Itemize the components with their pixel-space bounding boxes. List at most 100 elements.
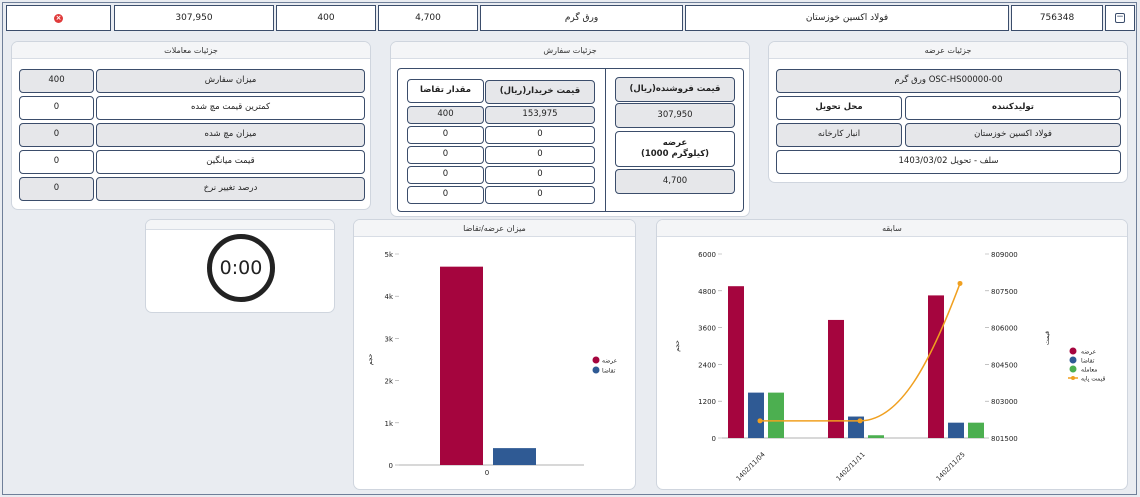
offer-product-code: ورق گرم OSC-HS00000-00 <box>776 69 1121 93</box>
timer-ring: 0:00 <box>207 234 275 302</box>
y2-axis-label: قیمت <box>1044 331 1051 345</box>
order-row-buyer-price: 0 <box>485 146 595 164</box>
base-price-point <box>857 418 863 424</box>
trade-row-value: 0 <box>19 123 94 147</box>
offer-details-title: جزئیات عرضه <box>769 42 1127 59</box>
supply-demand-chart-panel: میزان عرضه/تقاضا 0 1k 2k 3k 4k 5k حجم 0 عرضه تقاض… <box>353 219 636 490</box>
offer-producer-label: تولیدکننده <box>905 96 1121 120</box>
history-bar <box>728 286 744 438</box>
base-price-line <box>760 283 961 422</box>
x-tick-label: 1402/11/11 <box>835 451 867 483</box>
seller-price-label: قیمت فروشنده(ریال) <box>615 77 735 102</box>
y-tick-label: 3600 <box>698 325 716 333</box>
order-divider <box>605 68 606 212</box>
offer-producer-value: فولاد اکسین خوزستان <box>905 123 1121 147</box>
y-tick-label: 4800 <box>698 288 716 296</box>
order-row-demand-qty: 0 <box>407 186 484 204</box>
top-volume: 400 <box>276 5 376 31</box>
legend-marker <box>1069 347 1077 355</box>
order-frame <box>397 68 744 212</box>
order-row-demand-qty: 400 <box>407 106 484 124</box>
history-bar <box>868 435 884 438</box>
trade-row-label: کمترین قیمت مچ شده <box>96 96 365 120</box>
demand-label: مقدار تقاضا <box>407 79 484 103</box>
y-tick-label: 3k <box>384 335 393 343</box>
order-row-buyer-price: 0 <box>485 186 595 204</box>
supply-demand-chart: 0 1k 2k 3k 4k 5k حجم 0 عرضه تقاضا <box>367 251 617 477</box>
base-price-point <box>757 418 763 424</box>
legend-marker <box>592 356 600 364</box>
trade-details-panel: جزئیات معاملات میزان سفارش 400 کمترین قیمت… <box>11 41 371 210</box>
y-tick-label: 2400 <box>698 361 716 369</box>
supply-label: عرضه (1000 کیلوگرم) <box>615 131 735 167</box>
y2-tick-label: 801500 <box>991 435 1018 443</box>
minus-icon[interactable]: − <box>1115 12 1125 23</box>
legend-label: عرضه <box>1081 349 1096 356</box>
order-row-buyer-price: 0 <box>485 126 595 144</box>
y2-tick-label: 804500 <box>991 361 1018 369</box>
trade-row-value: 0 <box>19 177 94 201</box>
seller-price: 307,950 <box>615 103 735 128</box>
bar-supply <box>440 266 483 465</box>
base-price-point <box>957 280 963 286</box>
history-chart-panel: سابقه 0 1200 2400 3600 4800 6000 801500 803000 8… <box>656 219 1128 490</box>
legend-marker <box>1069 356 1077 364</box>
trade-row-label: میزان سفارش <box>96 69 365 93</box>
history-bar <box>768 392 784 438</box>
y-tick-label: 2k <box>384 378 393 386</box>
legend-marker-dot <box>1071 376 1075 380</box>
offer-delivery-label: محل تحویل <box>776 96 902 120</box>
top-change: 307,950 <box>114 5 274 31</box>
order-row-demand-qty: 0 <box>407 166 484 184</box>
legend-label: قیمت پایه <box>1081 376 1105 383</box>
top-product: ورق گرم <box>480 5 683 31</box>
legend-marker <box>1069 365 1077 373</box>
bar-demand <box>493 448 536 465</box>
y2-tick-label: 809000 <box>991 251 1018 259</box>
offer-delivery-value: انبار کارخانه <box>776 123 902 147</box>
y-tick-label: 0 <box>712 435 716 443</box>
timer-panel: 0:00 <box>145 219 335 313</box>
y-tick-label: 6000 <box>698 251 716 259</box>
history-chart: 0 1200 2400 3600 4800 6000 801500 803000 804500 8… <box>674 251 1105 483</box>
y-tick-label: 1k <box>384 420 393 428</box>
collapse-cell[interactable]: − <box>1105 5 1135 31</box>
top-price: 4,700 <box>378 5 478 31</box>
y-axis-label: حجم <box>367 353 374 365</box>
trade-row-value: 0 <box>19 96 94 120</box>
legend-label: عرضه <box>602 358 617 365</box>
order-details-title: جزئیات سفارش <box>391 42 749 59</box>
history-bar <box>828 319 844 438</box>
timer-value: 0:00 <box>219 257 263 279</box>
history-bar <box>948 422 964 438</box>
offer-delivery-date: سلف - تحویل 1403/03/02 <box>776 150 1121 174</box>
history-bar <box>928 295 944 438</box>
order-row-buyer-price: 153,975 <box>485 106 595 124</box>
legend-marker <box>592 366 600 374</box>
supply-value: 4,700 <box>615 169 735 194</box>
trade-row-label: درصد تغییر نرخ <box>96 177 365 201</box>
trade-row-label: قیمت میانگین <box>96 150 365 174</box>
trade-row-label: میزان مچ شده <box>96 123 365 147</box>
x-tick-label: 1402/11/04 <box>735 451 767 483</box>
y2-tick-label: 803000 <box>991 398 1018 406</box>
supply-demand-chart-title: میزان عرضه/تقاضا <box>354 220 635 237</box>
order-row-buyer-price: 0 <box>485 166 595 184</box>
trade-row-value: 0 <box>19 150 94 174</box>
y2-tick-label: 806000 <box>991 325 1018 333</box>
trade-row-value: 400 <box>19 69 94 93</box>
legend-label: تقاضا <box>1081 358 1095 365</box>
order-row-demand-qty: 0 <box>407 126 484 144</box>
timer-header <box>146 220 334 230</box>
legend-label: معامله <box>1081 367 1097 374</box>
top-code: 756348 <box>1011 5 1103 31</box>
y-tick-label: 5k <box>384 251 393 259</box>
y2-tick-label: 807500 <box>991 288 1018 296</box>
offer-details-panel: جزئیات عرضه ورق گرم OSC-HS00000-00 تولید… <box>768 41 1128 183</box>
y-axis-label: حجم <box>674 340 681 352</box>
remove-cell[interactable]: × <box>6 5 111 31</box>
close-icon[interactable]: × <box>54 13 63 23</box>
history-bar <box>968 422 984 438</box>
history-chart-title: سابقه <box>657 220 1127 237</box>
